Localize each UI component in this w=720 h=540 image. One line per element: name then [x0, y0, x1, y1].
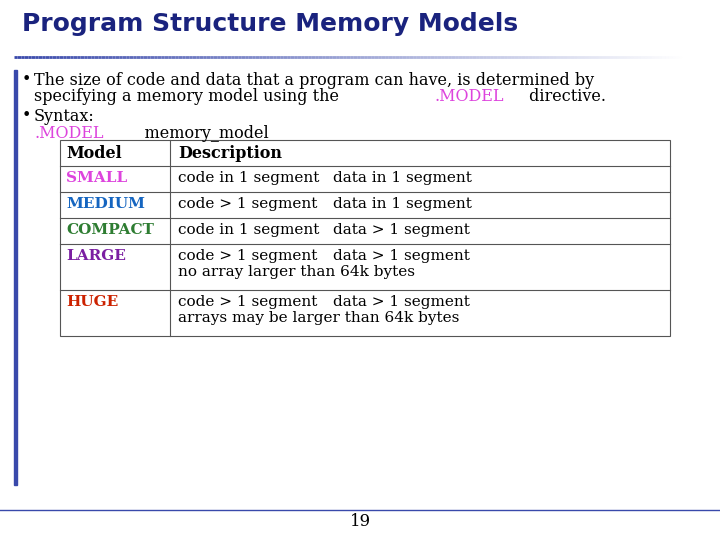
- Text: .MODEL: .MODEL: [34, 125, 104, 142]
- Text: HUGE: HUGE: [66, 295, 118, 309]
- Text: COMPACT: COMPACT: [66, 223, 154, 237]
- Text: LARGE: LARGE: [66, 249, 126, 263]
- Text: code in 1 segment: code in 1 segment: [178, 171, 320, 185]
- Text: no array larger than 64k bytes: no array larger than 64k bytes: [178, 265, 415, 279]
- Text: data > 1 segment: data > 1 segment: [333, 295, 470, 309]
- Text: data > 1 segment: data > 1 segment: [333, 249, 470, 263]
- Text: MEDIUM: MEDIUM: [66, 197, 145, 211]
- Text: Syntax:: Syntax:: [34, 108, 95, 125]
- Text: directive.: directive.: [524, 88, 606, 105]
- Text: SMALL: SMALL: [66, 171, 127, 185]
- Text: •: •: [22, 72, 32, 87]
- Text: Model: Model: [66, 145, 122, 162]
- Text: memory_model: memory_model: [124, 125, 269, 142]
- Bar: [60, 140, 670, 336]
- Text: code in 1 segment: code in 1 segment: [178, 223, 320, 237]
- Text: code > 1 segment: code > 1 segment: [178, 249, 318, 263]
- Text: 19: 19: [349, 514, 371, 530]
- Text: code > 1 segment: code > 1 segment: [178, 197, 318, 211]
- Bar: [14, 70, 17, 485]
- Text: •: •: [22, 108, 32, 123]
- Text: specifying a memory model using the: specifying a memory model using the: [34, 88, 344, 105]
- Text: .MODEL: .MODEL: [434, 88, 504, 105]
- Text: data in 1 segment: data in 1 segment: [333, 171, 472, 185]
- Text: code > 1 segment: code > 1 segment: [178, 295, 318, 309]
- Text: arrays may be larger than 64k bytes: arrays may be larger than 64k bytes: [178, 311, 459, 325]
- Text: data in 1 segment: data in 1 segment: [333, 197, 472, 211]
- Text: Description: Description: [178, 145, 282, 162]
- Text: Program Structure Memory Models: Program Structure Memory Models: [22, 12, 518, 36]
- Text: The size of code and data that a program can have, is determined by: The size of code and data that a program…: [34, 72, 594, 89]
- Text: data > 1 segment: data > 1 segment: [333, 223, 470, 237]
